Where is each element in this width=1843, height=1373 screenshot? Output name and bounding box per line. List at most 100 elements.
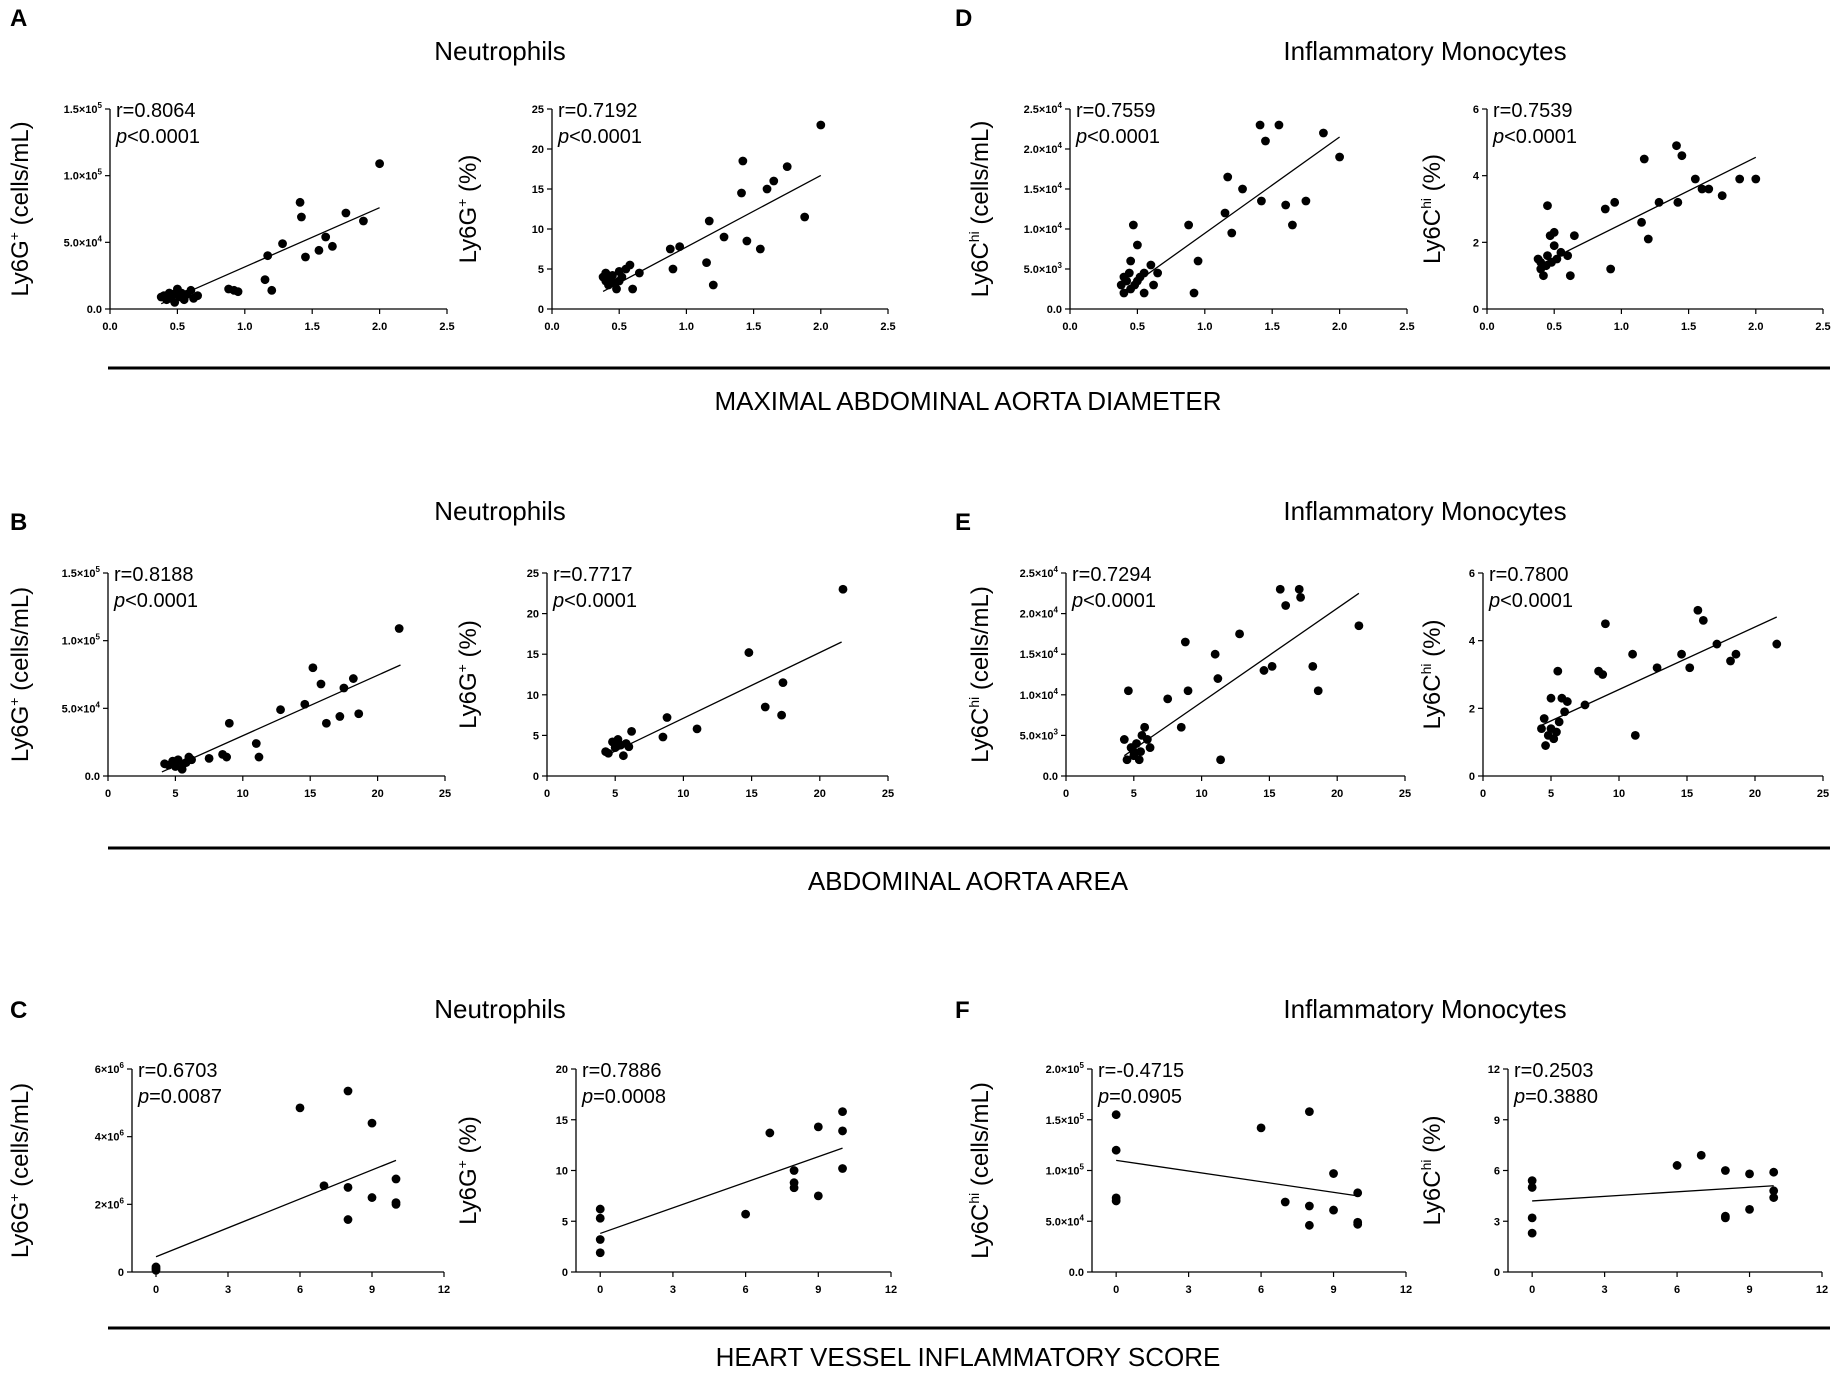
y-axis-title: Ly6Chi (%) (1418, 619, 1446, 729)
data-point (595, 1213, 605, 1223)
x-tick-label: 9 (1746, 1284, 1752, 1296)
data-point (608, 271, 617, 280)
y-tick-label: 20 (527, 609, 539, 621)
chart-d-monocytes-cells: 0.0 0.5 1.0 1.5 2.0 2.5 0.0 5.0×103 1.0×104 1.5×1… (966, 100, 1415, 333)
data-point (625, 260, 635, 270)
x-tick-label: 25 (1399, 788, 1411, 800)
x-tick-label: 5 (1131, 788, 1137, 800)
data-point (1313, 686, 1323, 696)
data-point (1556, 247, 1566, 257)
y-tick-label: 5 (538, 264, 544, 276)
x-tick-label: 6 (1258, 1284, 1264, 1296)
data-point (1353, 1188, 1363, 1198)
stat-p-value: p=0.0087 (137, 1086, 222, 1108)
data-point (254, 752, 264, 762)
y-tick-label: 1.5×104 (1024, 181, 1063, 196)
data-point (1690, 174, 1700, 184)
data-point (1145, 743, 1155, 752)
data-point (193, 291, 203, 301)
chart-a-neutrophils-cells: 0.0 0.5 1.0 1.5 2.0 2.5 0.0 5.0×104 1.0×105 1.5×1… (6, 100, 455, 333)
data-point (359, 216, 368, 226)
x-tick-label: 1.5 (1681, 321, 1696, 333)
stat-r-value: r=0.7192 (558, 100, 638, 122)
data-point (1123, 686, 1133, 696)
data-point (1745, 1169, 1754, 1179)
y-axis-title: Ly6G+ (%) (454, 620, 482, 729)
stat-r-value: r=0.8188 (114, 564, 194, 586)
x-tick-label: 2.5 (1399, 321, 1414, 333)
x-tick-label: 0.5 (1130, 321, 1145, 333)
y-tick-label: 6×106 (95, 1061, 125, 1076)
y-tick-label: 1.0×105 (64, 168, 103, 183)
data-point (1259, 666, 1269, 675)
y-axis-title: Ly6Chi (cells/mL) (966, 586, 994, 763)
data-point (789, 1183, 799, 1193)
data-point (741, 1209, 751, 1219)
y-tick-label: 6 (1494, 1166, 1500, 1178)
data-point (1539, 271, 1548, 281)
data-point (595, 1248, 605, 1258)
data-point (1301, 196, 1311, 206)
y-tick-label: 6 (1473, 104, 1479, 116)
y-axis-title: Ly6G+ (cells/mL) (6, 1083, 34, 1258)
data-point (1704, 184, 1714, 194)
x-tick-label: 9 (1330, 1284, 1336, 1296)
data-point (1693, 605, 1703, 615)
y-axis-title: Ly6Chi (cells/mL) (966, 1082, 994, 1259)
data-point (618, 751, 628, 761)
data-point (1549, 227, 1559, 237)
x-tick-label: 12 (885, 1284, 897, 1296)
x-tick-label: 0 (1113, 1284, 1119, 1296)
data-point (1527, 1176, 1537, 1186)
data-point (634, 268, 644, 278)
stat-r-value: r=0.7886 (582, 1060, 662, 1082)
data-point (1193, 256, 1203, 266)
data-point (1304, 1107, 1314, 1117)
data-point (708, 280, 718, 290)
data-point (1745, 1205, 1754, 1214)
data-point (1549, 734, 1559, 744)
x-tick-label: 10 (237, 788, 249, 800)
y-axis-title: Ly6Chi (%) (1418, 154, 1446, 264)
x-tick-label: 9 (369, 1284, 375, 1296)
chart-e-monocytes-percent: 0 5 10 15 20 25 0 2 4 6 Ly6Chi (%) r=0.7800 p<0.0001 (1418, 564, 1829, 800)
stat-p-value: p<0.0001 (1488, 590, 1573, 612)
x-tick-label: 2.5 (439, 321, 454, 333)
data-point (1696, 1150, 1706, 1160)
data-point (617, 272, 627, 282)
data-point (204, 754, 214, 763)
x-tick-label: 0.0 (544, 321, 559, 333)
data-point (658, 732, 668, 742)
y-tick-label: 1.0×104 (1020, 687, 1059, 702)
data-point (1560, 707, 1569, 717)
x-tick-label: 1.0 (1197, 321, 1212, 333)
data-point (612, 284, 621, 294)
data-point (295, 197, 305, 207)
y-tick-label: 2×106 (95, 1196, 125, 1211)
x-tick-label: 0.0 (102, 321, 117, 333)
x-tick-label: 3 (1602, 1284, 1608, 1296)
y-tick-label: 6 (1469, 568, 1475, 580)
regression-line (600, 1147, 843, 1235)
data-point (391, 1174, 401, 1184)
y-tick-label: 0.0 (1047, 304, 1062, 316)
data-point (737, 188, 746, 198)
chart-c-neutrophils-percent: 0 3 6 9 12 0 5 10 15 20 Ly6G+ (%) r=0.7886 p=0.0008 (454, 1060, 897, 1296)
panel-title-monocytes-d: Inflammatory Monocytes (1283, 36, 1566, 66)
stat-p-value: p<0.0001 (113, 590, 198, 612)
data-point (1329, 1205, 1338, 1215)
stat-r-value: r=0.7800 (1489, 564, 1569, 586)
x-tick-label: 25 (439, 788, 451, 800)
data-point (341, 208, 351, 218)
y-tick-label: 20 (556, 1064, 568, 1076)
data-point (789, 1166, 799, 1175)
y-tick-label: 3 (1494, 1216, 1500, 1228)
x-tick-label: 12 (1816, 1284, 1828, 1296)
x-tick-label: 5 (172, 788, 178, 800)
data-point (778, 678, 788, 688)
data-point (1562, 697, 1572, 706)
data-point (1720, 1213, 1730, 1223)
x-tick-label: 0 (153, 1284, 159, 1296)
x-tick-label: 20 (371, 788, 383, 800)
x-tick-label: 12 (1400, 1284, 1412, 1296)
